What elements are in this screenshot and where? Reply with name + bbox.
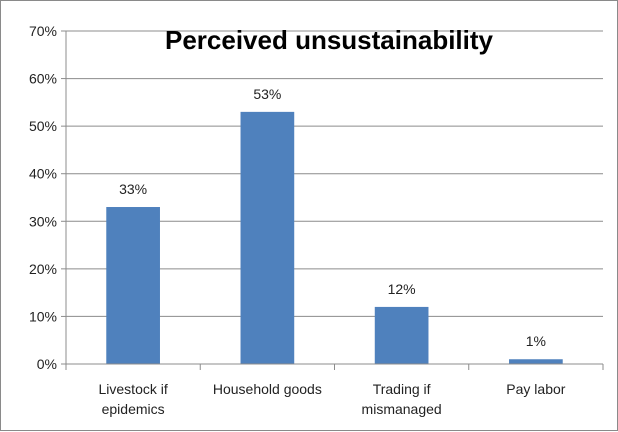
- labels: 0% 10% 20% 30% 40% 50% 60% 70% 33% Livestock if ep…: [29, 23, 566, 417]
- category-label: mismanaged: [362, 401, 442, 417]
- bar: [106, 207, 160, 364]
- y-tick-label: 20%: [29, 261, 57, 277]
- y-tick-label: 50%: [29, 118, 57, 134]
- y-tick-label: 60%: [29, 71, 57, 87]
- category-label: epidemics: [102, 401, 165, 417]
- category-label: Pay labor: [506, 381, 565, 397]
- data-label: 1%: [526, 333, 546, 349]
- bar: [240, 111, 295, 364]
- bars: [106, 111, 563, 364]
- y-tick-label: 30%: [29, 213, 57, 229]
- y-tick-label: 0%: [37, 356, 57, 372]
- y-tick-label: 40%: [29, 166, 57, 182]
- y-tick-label: 70%: [29, 23, 57, 39]
- category-label: Livestock if: [99, 381, 168, 397]
- bar: [374, 306, 429, 364]
- axes: [61, 30, 604, 370]
- chart-title: Perceived unsustainability: [165, 25, 494, 55]
- data-label: 12%: [388, 281, 416, 297]
- bar: [509, 359, 563, 364]
- category-label: Trading if: [373, 381, 431, 397]
- data-label: 33%: [119, 181, 147, 197]
- category-label: Household goods: [213, 381, 322, 397]
- y-tick-label: 10%: [29, 308, 57, 324]
- data-label: 53%: [253, 86, 281, 102]
